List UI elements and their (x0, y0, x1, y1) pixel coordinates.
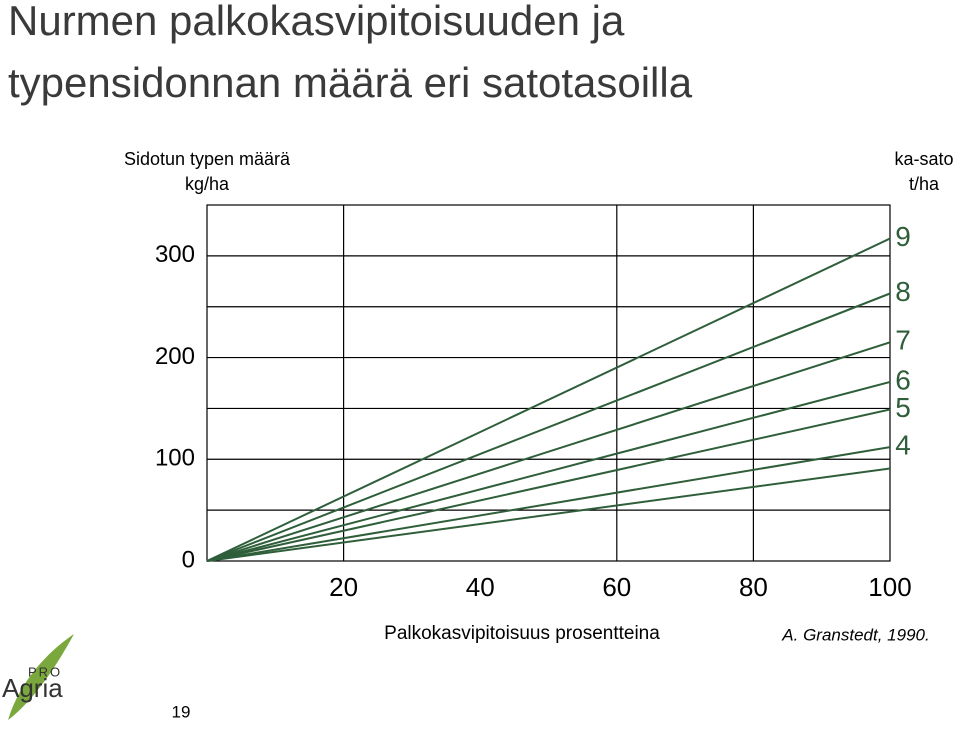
page-number: 19 (172, 702, 191, 721)
source: A. Granstedt, 1990. (781, 625, 929, 644)
y-tick-label: 0 (182, 546, 195, 573)
series-line (206, 381, 891, 562)
series-line (206, 408, 891, 562)
logo-top: PRO (28, 664, 62, 679)
series-label: 4 (895, 429, 911, 460)
series-line (206, 446, 891, 562)
x-tick-label: 20 (329, 572, 358, 602)
y-tick-label: 300 (155, 241, 195, 268)
series-label: 5 (895, 392, 911, 423)
series-label: 9 (895, 221, 911, 252)
chart-title: typensidonnan määrä eri satotasoilla (8, 59, 693, 106)
plot-frame (206, 204, 891, 562)
logo-leaf (8, 634, 74, 720)
x-axis-label: Palkokasvipitoisuus prosentteina (384, 623, 660, 644)
x-tick-label: 40 (466, 572, 495, 602)
x-tick-label: 80 (739, 572, 768, 602)
y2-axis-label: t/ha (909, 174, 940, 194)
series-line (206, 292, 891, 562)
series-line (206, 467, 891, 562)
y-tick-label: 100 (155, 445, 195, 472)
x-tick-label: 60 (602, 572, 631, 602)
series-label: 6 (895, 364, 911, 395)
series-label: 7 (895, 325, 911, 356)
series-line (206, 341, 891, 562)
y-axis-label: Sidotun typen määrä (124, 149, 291, 169)
series-label: 8 (895, 276, 911, 307)
chart-title: Nurmen palkokasvipitoisuuden ja (8, 0, 625, 44)
logo-bottom: Agria (2, 673, 63, 703)
y-tick-label: 200 (155, 343, 195, 370)
y2-axis-label: ka-sato (894, 149, 953, 169)
y-axis-label: kg/ha (185, 174, 230, 194)
series-line (206, 237, 891, 562)
x-tick-label: 100 (868, 572, 911, 602)
